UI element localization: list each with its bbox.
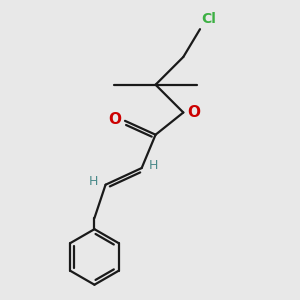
Text: O: O — [188, 105, 200, 120]
Text: O: O — [109, 112, 122, 127]
Text: Cl: Cl — [201, 12, 216, 26]
Text: H: H — [148, 159, 158, 172]
Text: H: H — [89, 176, 99, 188]
